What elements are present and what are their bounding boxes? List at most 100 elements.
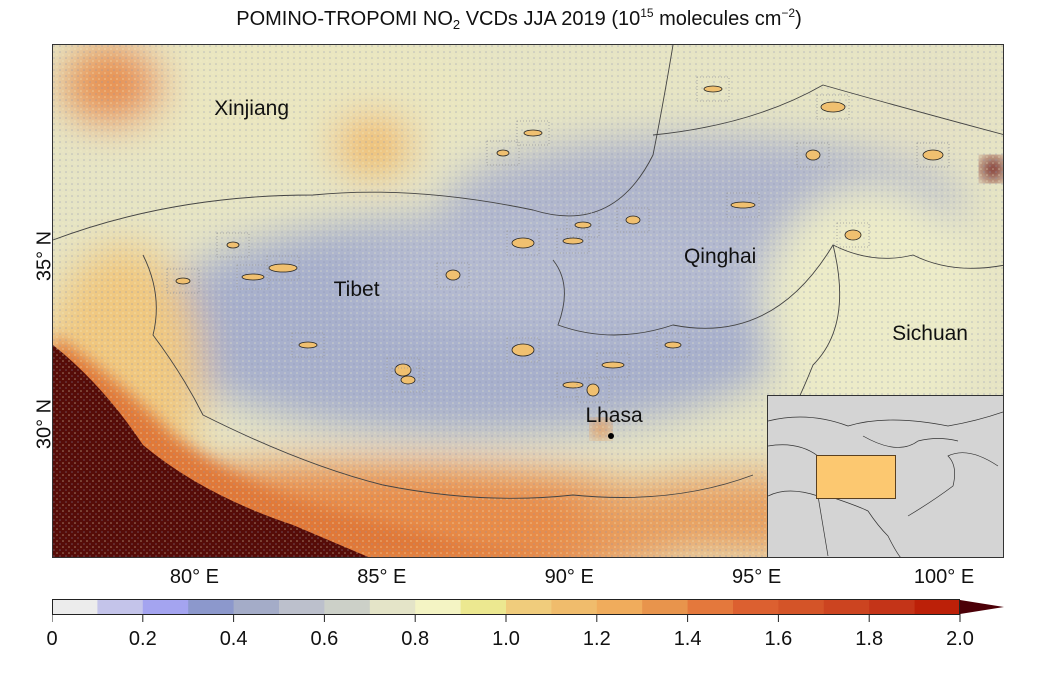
- lake-grid-box: [291, 332, 325, 358]
- colorbar-bin: [642, 600, 689, 614]
- region-label-qinghai: Qinghai: [683, 244, 757, 268]
- lake-grid-box: [556, 372, 590, 398]
- lake-grid-box: [656, 332, 690, 358]
- lake-grid-box: [236, 264, 270, 290]
- colorbar-bin: [142, 600, 189, 614]
- lake-grid-box: [486, 140, 520, 166]
- lake-grid-box: [391, 367, 425, 393]
- lake-grid-box: [726, 192, 760, 218]
- lat-tick-label: 35° N: [33, 230, 56, 281]
- lake-outline: [394, 363, 412, 377]
- lake-outline: [175, 277, 191, 285]
- lake-grid-box: [266, 255, 300, 281]
- title-text-mid: VCDs JJA 2019 (10: [460, 8, 641, 30]
- lake-outline: [523, 129, 543, 137]
- lake-grid-box: [516, 120, 550, 146]
- colorbar-tick-label: 1.0: [492, 628, 520, 650]
- colorbar-tick-label: 0: [46, 628, 58, 650]
- region-label-xinjiang: Xinjiang: [214, 96, 290, 120]
- colorbar-bin: [324, 600, 371, 614]
- title-exponent: 15: [640, 6, 654, 20]
- lake-outline: [241, 273, 265, 281]
- lakes: [166, 76, 950, 403]
- lake-grid-box: [596, 352, 630, 378]
- colorbar-tick-label: 2.0: [946, 628, 974, 650]
- title-end: ): [795, 8, 802, 30]
- title-unit-exponent: −2: [781, 6, 796, 20]
- lon-tick-label: 80° E: [169, 566, 219, 588]
- lake-outline: [625, 215, 641, 225]
- boundaries: [53, 45, 1003, 499]
- title-subscript: 2: [452, 17, 461, 32]
- region-label-tibet: Tibet: [333, 278, 380, 302]
- lake-grid-box: [436, 262, 470, 288]
- colorbar-bin: [415, 600, 462, 614]
- lon-tick-label: 100° E: [913, 566, 975, 588]
- colorbar-bin: [233, 600, 280, 614]
- colorbar-bin: [733, 600, 779, 614]
- lhasa-marker: [608, 433, 615, 440]
- lake-grid-box: [696, 76, 730, 102]
- lake-grid-box: [576, 377, 610, 403]
- city-label-lhasa: Lhasa: [585, 404, 643, 428]
- lake-grid-box: [166, 268, 200, 294]
- lake-outline: [586, 383, 600, 397]
- colorbar-bin: [914, 600, 961, 614]
- colorbar-bin: [97, 600, 144, 614]
- lake-outline: [562, 237, 584, 245]
- lon-tick-label: 85° E: [357, 566, 407, 588]
- colorbar-bin: [279, 600, 325, 614]
- lat-tick-label: 30° N: [33, 398, 56, 449]
- lake-grid-box: [506, 337, 540, 363]
- colorbar-tick-label: 1.4: [673, 628, 702, 650]
- lake-outline: [298, 341, 318, 349]
- lake-grid-box: [916, 142, 950, 168]
- lake-outline: [664, 341, 682, 349]
- lake-outline: [496, 149, 510, 157]
- colorbar-bin: [596, 600, 643, 614]
- colorbar-tick-label: 0.4: [219, 628, 248, 650]
- lake-outline: [574, 221, 592, 229]
- colorbar-bin: [460, 600, 507, 614]
- lake-outline: [511, 343, 535, 357]
- colorbar-tick-label: 0.8: [401, 628, 430, 650]
- lake-outline: [820, 101, 846, 113]
- lake-outline: [445, 269, 461, 281]
- colorbar-tick-label: 1.6: [764, 628, 793, 650]
- qinghai-border: [552, 244, 1003, 336]
- lake-outline: [703, 85, 723, 93]
- lake-outline: [922, 149, 944, 161]
- map-field: [53, 45, 1003, 557]
- north-border: [652, 84, 1003, 136]
- colorbar-bin: [506, 600, 552, 614]
- colorbar-tick-label: 1.8: [855, 628, 884, 650]
- lake-grid-box: [796, 142, 830, 168]
- inset-map: [767, 395, 1003, 557]
- colorbar-bin: [687, 600, 734, 614]
- lake-outline: [511, 237, 535, 249]
- figure-title: POMINO-TROPOMI NO2 VCDs JJA 2019 (1015 m…: [0, 6, 1038, 32]
- colorbar-bin: [778, 600, 825, 614]
- lake-grid-box: [566, 212, 600, 238]
- south-border: [142, 254, 754, 499]
- colorbar: [52, 599, 1004, 622]
- colorbar-extend-arrow: [960, 600, 1004, 614]
- lake-grid-box: [216, 232, 250, 258]
- title-text: POMINO-TROPOMI NO: [236, 8, 453, 30]
- lake-grid-box: [836, 222, 870, 248]
- colorbar-bin: [823, 600, 870, 614]
- lake-outline: [730, 201, 756, 209]
- lake-outline: [268, 263, 298, 273]
- lake-outline: [400, 375, 416, 385]
- lake-grid-box: [816, 94, 850, 120]
- lon-tick-label: 90° E: [544, 566, 594, 588]
- study-area-highlight: [816, 455, 896, 499]
- lake-grid-box: [506, 230, 540, 256]
- colorbar-bin: [52, 600, 98, 614]
- lake-outline: [601, 361, 625, 369]
- lake-outline: [844, 229, 862, 241]
- lake-grid-box: [616, 207, 650, 233]
- no2-map: Xinjiang Tibet Qinghai Sichuan Lhasa: [52, 44, 1004, 558]
- title-unit: molecules cm: [653, 8, 782, 30]
- region-label-sichuan: Sichuan: [892, 321, 968, 345]
